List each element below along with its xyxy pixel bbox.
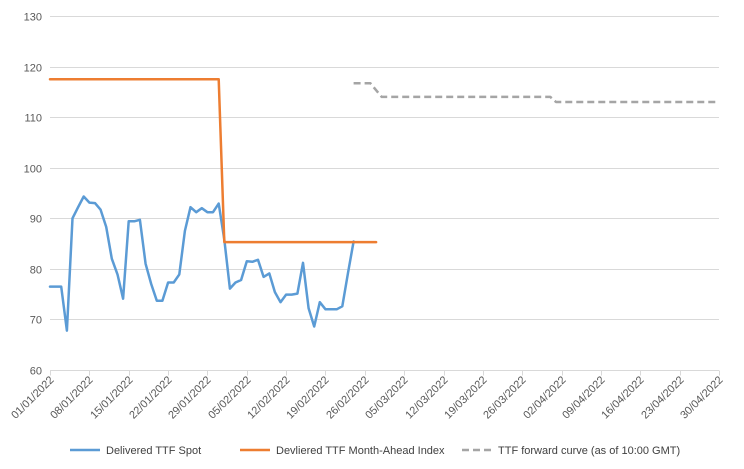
series-line-forward-curve [353, 82, 719, 104]
legend-label-spot: Delivered TTF Spot [106, 445, 201, 457]
y-tick-label-130: 130 [24, 12, 42, 24]
series-line-month-ahead [48, 77, 378, 244]
y-tick-label-60: 60 [30, 366, 42, 378]
gridlines [50, 16, 719, 320]
y-tick-label-90: 90 [30, 214, 42, 226]
series-lines [48, 77, 719, 332]
y-tick-label-70: 70 [30, 315, 42, 327]
y-tick-label-110: 110 [24, 113, 42, 125]
y-tick-label-80: 80 [30, 265, 42, 277]
legend-label-forward-curve: TTF forward curve (as of 10:00 GMT) [498, 445, 680, 457]
legend: Delivered TTF Spot Devliered TTF Month-Ah… [70, 445, 680, 457]
y-axis-tick-labels: 60 70 80 90 100 110 120 130 [24, 12, 42, 378]
y-tick-label-120: 120 [24, 63, 42, 75]
legend-label-month-ahead: Devliered TTF Month-Ahead Index [276, 445, 445, 457]
x-axis-ticks [50, 370, 720, 376]
series-line-spot [48, 195, 355, 332]
y-tick-label-100: 100 [24, 164, 42, 176]
